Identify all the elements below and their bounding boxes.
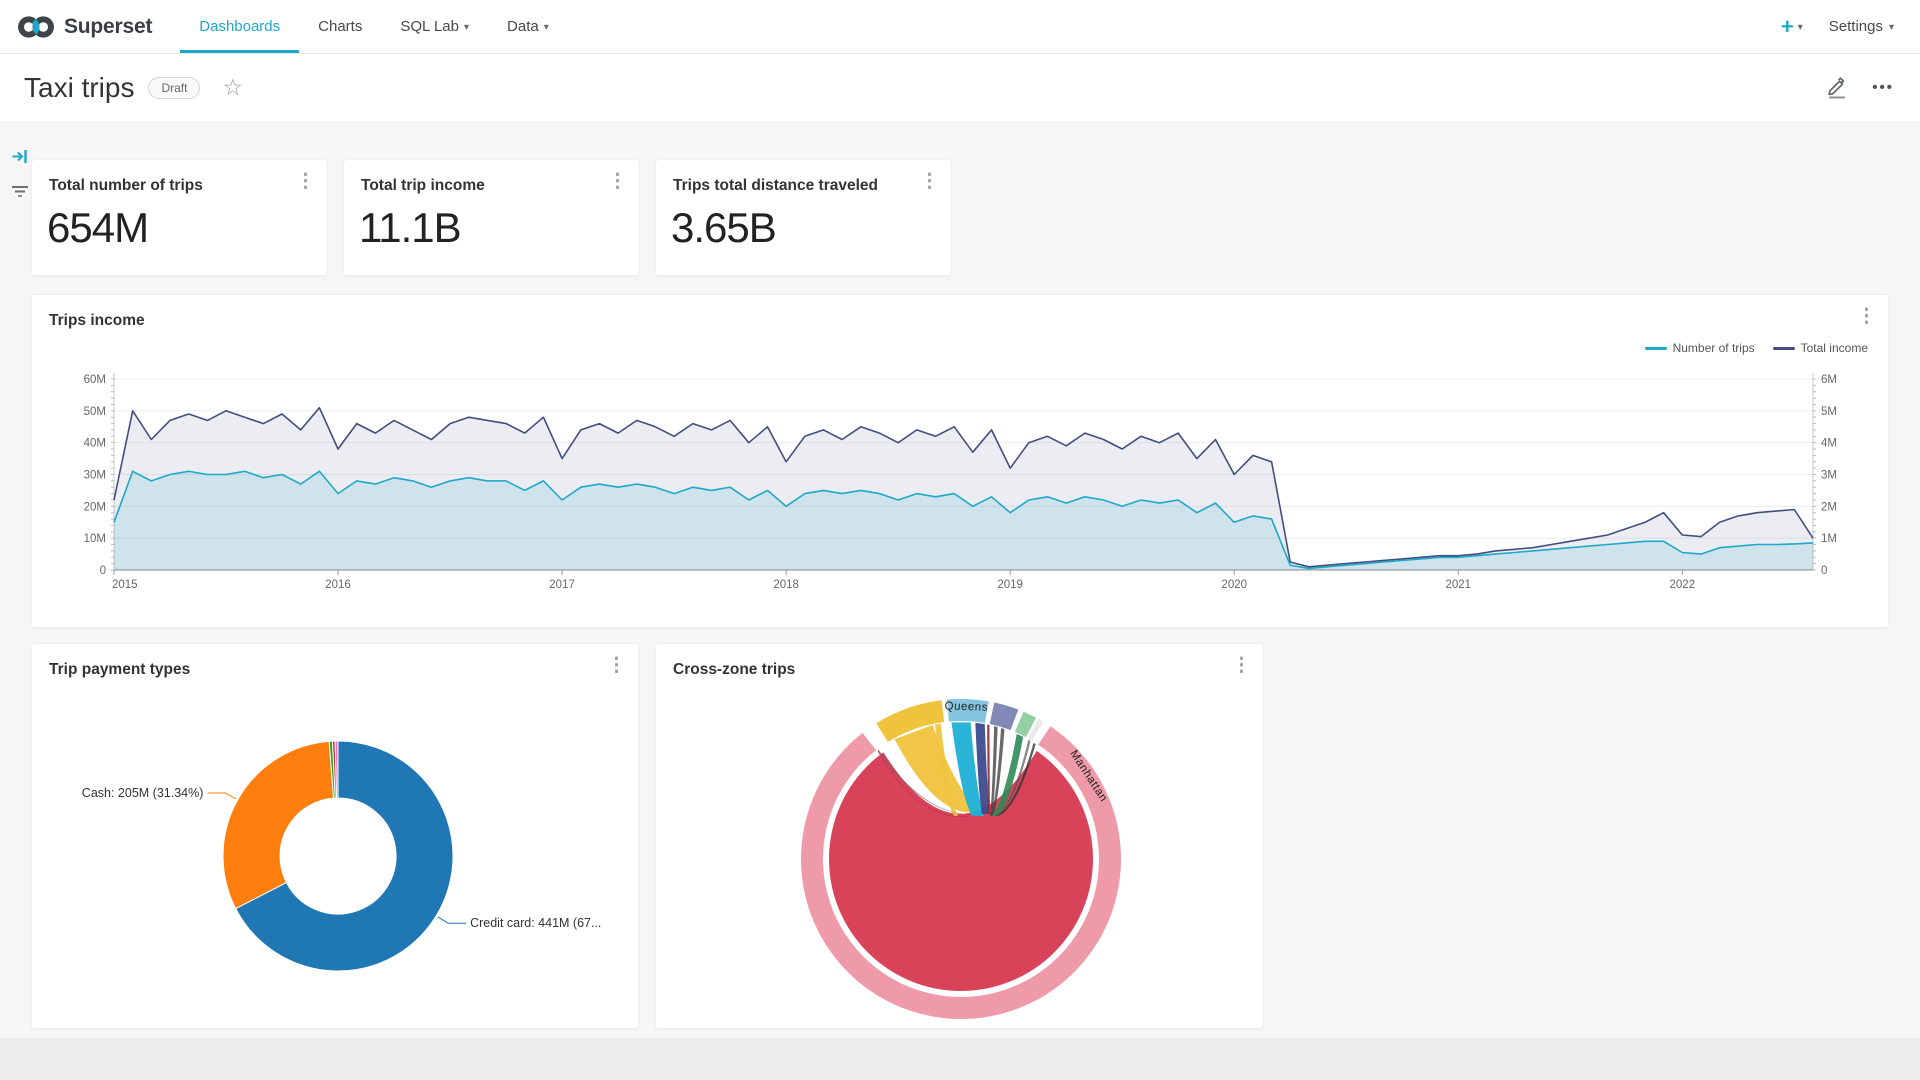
kpi-card-trip-income: Total trip income ⋮ 11.1B bbox=[343, 159, 640, 276]
kpi-title: Total number of trips bbox=[49, 177, 203, 194]
kpi-title: Trips total distance traveled bbox=[673, 177, 879, 194]
edit-dashboard-button[interactable] bbox=[1826, 76, 1848, 99]
svg-text:2M: 2M bbox=[1821, 501, 1837, 513]
payment-types-donut-chart: Credit card: 441M (67... Cash: 205M (31.3… bbox=[82, 740, 601, 972]
svg-text:2021: 2021 bbox=[1445, 579, 1471, 591]
svg-text:2017: 2017 bbox=[549, 579, 575, 591]
chart-title: Trip payment types bbox=[49, 661, 191, 678]
svg-text:6M: 6M bbox=[1821, 374, 1837, 386]
nav-items: Dashboards Charts SQL Lab ▾ Data ▾ bbox=[180, 0, 567, 53]
kpi-value: 11.1B bbox=[359, 204, 462, 251]
kebab-menu-icon[interactable]: ⋮ bbox=[607, 655, 626, 676]
svg-text:40M: 40M bbox=[84, 438, 106, 450]
nav-item-charts[interactable]: Charts bbox=[318, 18, 363, 35]
kpi-value: 3.65B bbox=[671, 204, 777, 251]
cross-zone-chart-card: Cross-zone trips ⋮ Queens Manhattan bbox=[655, 643, 1264, 1029]
kebab-menu-icon[interactable]: ⋮ bbox=[296, 171, 315, 192]
chart-title: Cross-zone trips bbox=[673, 661, 796, 678]
nav-item-data[interactable]: Data ▾ bbox=[507, 18, 549, 35]
kpi-title: Total trip income bbox=[361, 177, 485, 194]
svg-text:2022: 2022 bbox=[1670, 579, 1696, 591]
kebab-menu-icon[interactable]: ⋮ bbox=[1857, 306, 1876, 327]
nav-item-dashboards[interactable]: Dashboards bbox=[180, 0, 299, 53]
arrow-to-line-icon bbox=[12, 150, 27, 163]
legend-swatch bbox=[1644, 346, 1667, 350]
expand-filter-bar-button[interactable] bbox=[11, 148, 29, 170]
chevron-down-icon: ▾ bbox=[543, 22, 549, 33]
kpi-card-total-trips: Total number of trips ⋮ 654M bbox=[31, 159, 328, 276]
filter-bar-rail bbox=[6, 148, 34, 205]
kpi-value: 654M bbox=[47, 204, 149, 251]
svg-text:Credit card: 441M (67...: Credit card: 441M (67... bbox=[470, 916, 601, 930]
more-actions-button[interactable]: ••• bbox=[1872, 79, 1894, 96]
kebab-menu-icon[interactable]: ⋮ bbox=[1232, 655, 1251, 676]
plus-icon: + bbox=[1780, 13, 1794, 39]
pencil-icon bbox=[1828, 77, 1846, 99]
svg-text:30M: 30M bbox=[84, 470, 106, 482]
chart-legend: Number of trips Total income bbox=[1644, 341, 1868, 355]
svg-text:2015: 2015 bbox=[112, 579, 138, 591]
status-badge: Draft bbox=[148, 76, 201, 99]
payment-types-chart-card: Trip payment types ⋮ Credit card: 441M (… bbox=[31, 643, 639, 1029]
brand-name: Superset bbox=[64, 14, 153, 38]
legend-item-total-income[interactable]: Total income bbox=[1772, 341, 1868, 355]
svg-text:2016: 2016 bbox=[325, 579, 351, 591]
trips-income-line-chart: 60M 50M 40M 30M 20M 10M 0 6M 5M 4M 3M 2M 1M 0 2015 2016… bbox=[84, 373, 1837, 591]
superset-logo[interactable]: Superset bbox=[0, 0, 180, 53]
svg-text:3M: 3M bbox=[1821, 470, 1837, 482]
svg-text:Queens: Queens bbox=[944, 700, 988, 714]
svg-text:0: 0 bbox=[1821, 565, 1827, 577]
svg-text:2020: 2020 bbox=[1221, 579, 1247, 591]
favorite-star-icon[interactable]: ☆ bbox=[222, 74, 244, 100]
chevron-down-icon: ▾ bbox=[1797, 22, 1803, 33]
svg-text:Cash: 205M (31.34%): Cash: 205M (31.34%) bbox=[82, 786, 204, 800]
svg-text:0: 0 bbox=[100, 565, 106, 577]
kebab-menu-icon[interactable]: ⋮ bbox=[608, 171, 627, 192]
svg-text:20M: 20M bbox=[84, 501, 106, 513]
svg-text:60M: 60M bbox=[84, 374, 106, 386]
trips-income-chart-card: Trips income ⋮ Number of trips Total inc… bbox=[31, 294, 1889, 628]
top-navbar: Superset Dashboards Charts SQL Lab ▾ Dat… bbox=[0, 0, 1920, 54]
kpi-card-total-distance: Trips total distance traveled ⋮ 3.65B bbox=[655, 159, 952, 276]
svg-text:2019: 2019 bbox=[997, 579, 1023, 591]
legend-swatch bbox=[1772, 346, 1795, 350]
svg-text:1M: 1M bbox=[1821, 533, 1837, 545]
collapse-filters-button[interactable] bbox=[10, 184, 30, 205]
chevron-down-icon: ▾ bbox=[1888, 22, 1894, 33]
kebab-menu-icon[interactable]: ⋮ bbox=[920, 171, 939, 192]
chevron-down-icon: ▾ bbox=[464, 22, 470, 33]
superset-infinity-icon bbox=[18, 15, 54, 38]
nav-item-sql-lab[interactable]: SQL Lab ▾ bbox=[400, 18, 470, 35]
svg-text:10M: 10M bbox=[84, 533, 106, 545]
settings-menu[interactable]: Settings ▾ bbox=[1828, 18, 1894, 35]
filter-lines-icon bbox=[12, 186, 28, 197]
svg-text:4M: 4M bbox=[1821, 438, 1837, 450]
page-title: Taxi trips bbox=[24, 71, 135, 103]
legend-item-number-of-trips[interactable]: Number of trips bbox=[1644, 341, 1755, 355]
dashboard-footer-strip bbox=[0, 1038, 1920, 1080]
svg-text:5M: 5M bbox=[1821, 406, 1837, 418]
dashboard-header: Taxi trips Draft ☆ ••• bbox=[0, 54, 1920, 121]
new-item-button[interactable]: + ▾ bbox=[1780, 13, 1803, 39]
svg-text:50M: 50M bbox=[84, 406, 106, 418]
chart-title: Trips income bbox=[49, 312, 145, 329]
svg-text:2018: 2018 bbox=[773, 579, 799, 591]
